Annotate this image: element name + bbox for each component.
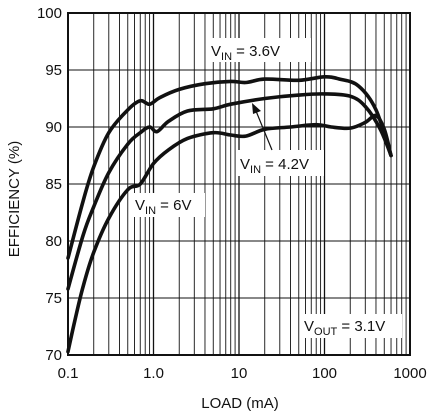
x-tick-label: 1.0 [143,365,164,382]
curves [66,74,393,354]
annotation-vin-4-2v: VIN = 4.2V [240,156,309,176]
x-axis-label: LOAD (mA) [201,395,279,412]
series-line-v-in-6v [66,113,393,354]
y-tick-label: 85 [45,176,62,193]
x-tick-label: 0.1 [58,365,79,382]
annotation-bg-vin42 [236,150,324,176]
annotation-arrowhead-vin42 [252,103,261,114]
y-axis-label: EFFICIENCY (%) [6,141,23,257]
annotation-arrow-vin42 [255,110,273,151]
y-tick-label: 75 [45,290,62,307]
y-tick-label: 80 [45,233,62,250]
annotation-vin-6v: VIN = 6V [135,197,191,217]
annotation-vout-3-1v: VOUT = 3.1V [304,318,385,338]
annotation-vin-3-6v: VIN = 3.6V [211,43,280,63]
y-tick-label: 70 [45,347,62,364]
series-line-v-in-4-2v [66,92,393,291]
grid [68,13,410,355]
x-tick-label: 100 [312,365,337,382]
x-tick-label: 1000 [393,365,426,382]
annotation-bg-vin6 [131,193,205,217]
y-tick-label: 90 [45,119,62,136]
plot-frame [67,12,411,356]
annotation-bg-vin36 [207,38,311,62]
series-line-v-in-3-6v [66,74,393,260]
annotation-bg-vout [300,314,402,338]
y-tick-label: 100 [37,5,62,22]
x-tick-label: 10 [231,365,248,382]
y-tick-label: 95 [45,62,62,79]
tick-labels: 0.1 1.0 10 100 1000 70 75 80 85 90 95 100 [37,5,427,382]
